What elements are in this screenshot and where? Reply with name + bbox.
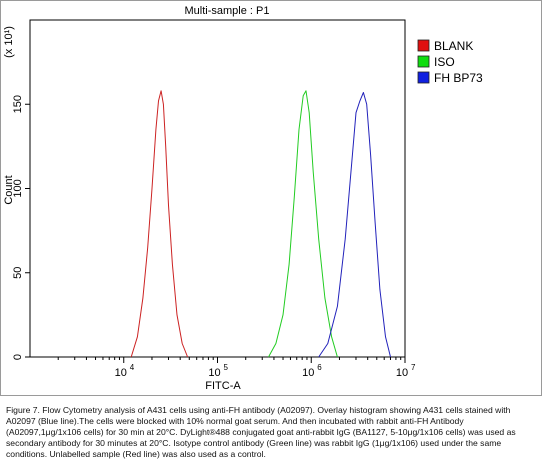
x-tick-label: 10: [208, 367, 220, 379]
y-tick-label: 150: [12, 95, 24, 113]
x-axis-label: FITC-A: [205, 380, 241, 392]
x-tick-label: 10: [115, 367, 127, 379]
y-axis-multiplier: (x 10¹): [3, 26, 15, 58]
legend-label: FH BP73: [434, 71, 483, 85]
series-line-fh-bp73: [318, 92, 391, 358]
legend: BLANK ISO FH BP73: [417, 39, 483, 85]
y-tick-label: 50: [12, 267, 24, 279]
legend-swatch: [417, 71, 430, 84]
y-tick-label: 0: [12, 354, 24, 360]
y-tick-label: 100: [12, 179, 24, 197]
x-tick-exponent: 7: [411, 363, 416, 372]
y-axis-label: Count: [3, 175, 15, 204]
series-line-iso: [268, 90, 338, 358]
x-tick-label: 10: [396, 367, 408, 379]
chart-title: Multi-sample : P1: [185, 5, 270, 17]
x-tick-exponent: 6: [317, 363, 322, 372]
x-tick-exponent: 4: [130, 363, 135, 372]
legend-swatch: [417, 55, 430, 68]
legend-label: BLANK: [434, 39, 473, 53]
x-tick-exponent: 5: [224, 363, 229, 372]
figure-caption: Figure 7. Flow Cytometry analysis of A43…: [6, 405, 516, 459]
legend-swatch: [417, 39, 430, 52]
figure-frame: [0, 0, 542, 396]
series-line-blank: [130, 90, 189, 358]
plot-border: [29, 19, 406, 358]
legend-label: ISO: [434, 55, 455, 69]
x-tick-label: 10: [302, 367, 314, 379]
